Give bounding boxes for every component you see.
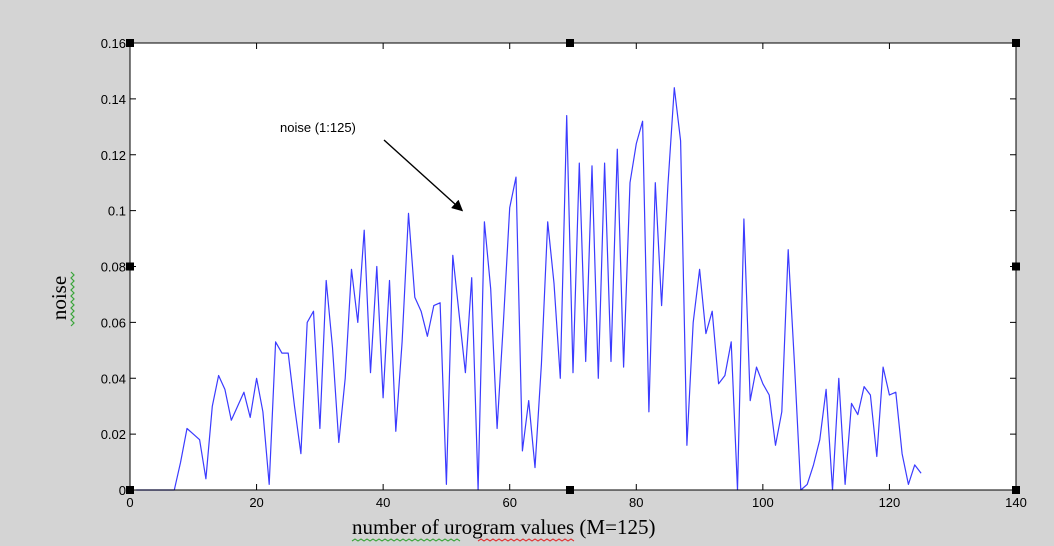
y-axis-title: noise — [47, 276, 71, 320]
annotation-label: noise (1:125) — [280, 120, 356, 135]
selection-handle[interactable] — [126, 262, 134, 271]
selection-handle[interactable] — [566, 486, 574, 494]
selection-handle[interactable] — [1012, 486, 1020, 494]
x-tick-label: 40 — [376, 495, 390, 510]
x-tick-label: 140 — [1005, 495, 1027, 510]
x-tick-label: 80 — [629, 495, 643, 510]
y-tick-label: 0.16 — [101, 36, 126, 51]
selection-handle[interactable] — [126, 486, 134, 494]
y-tick-label: 0 — [119, 483, 126, 498]
y-axis-title-spellcheck-underline — [70, 271, 75, 327]
y-tick-label: 0.14 — [101, 92, 126, 107]
x-tick-label: 120 — [879, 495, 901, 510]
x-axis-title: number of urogram values (M=125) — [352, 515, 655, 539]
annotation-arrow — [383, 139, 464, 212]
y-tick-label: 0.04 — [101, 371, 126, 386]
y-tick-label: 0.02 — [101, 427, 126, 442]
y-tick-label: 0.12 — [101, 148, 126, 163]
y-tick-label: 0.1 — [108, 204, 126, 219]
selection-handle[interactable] — [566, 39, 574, 47]
x-axis-title-spellcheck-underlines — [351, 538, 575, 542]
selection-handle[interactable] — [1012, 39, 1020, 47]
selection-handle[interactable] — [126, 39, 134, 47]
y-tick-label: 0.06 — [101, 315, 126, 330]
selection-handles[interactable] — [126, 39, 1020, 494]
x-tick-label: 60 — [502, 495, 516, 510]
x-tick-label: 20 — [249, 495, 263, 510]
x-tick-label: 100 — [752, 495, 774, 510]
selection-handle[interactable] — [1012, 262, 1020, 271]
x-tick-label: 0 — [126, 495, 133, 510]
y-axis-ticks: 0 0.02 0.04 0.06 0.08 0.1 0.12 0.14 0.16 — [101, 36, 1016, 498]
y-tick-label: 0.08 — [101, 260, 126, 275]
spellcheck-underline-green — [351, 538, 461, 542]
axes-background — [130, 43, 1016, 490]
spellcheck-underline-red — [477, 538, 575, 542]
x-axis-ticks: 0 20 40 60 80 100 120 140 — [126, 43, 1027, 510]
series-noise-line — [136, 87, 922, 491]
